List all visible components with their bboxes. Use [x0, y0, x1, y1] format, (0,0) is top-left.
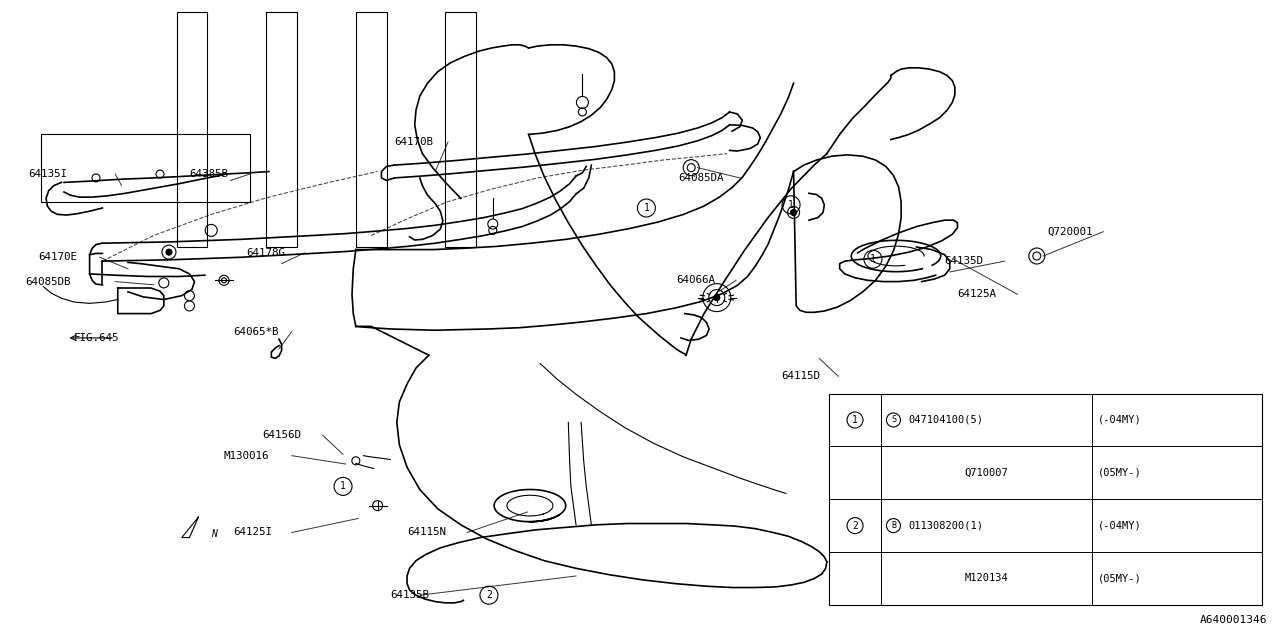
Text: 1: 1 [644, 203, 649, 213]
Circle shape [714, 294, 719, 301]
Text: A640001346: A640001346 [1199, 614, 1267, 625]
Text: 1: 1 [852, 415, 858, 425]
Text: 64135D: 64135D [945, 256, 983, 266]
Text: M130016: M130016 [224, 451, 270, 461]
Text: Q720001: Q720001 [1047, 227, 1093, 237]
Text: 64170B: 64170B [394, 137, 433, 147]
Text: 64085DB: 64085DB [26, 276, 72, 287]
Text: N: N [211, 529, 218, 540]
Bar [356, 12, 387, 247]
Text: 64170E: 64170E [38, 252, 77, 262]
Text: M120134: M120134 [964, 573, 1009, 584]
Text: 011308200(1): 011308200(1) [909, 520, 984, 531]
Text: FIG.645: FIG.645 [74, 333, 120, 343]
Text: 1: 1 [870, 254, 876, 264]
Text: (-04MY): (-04MY) [1098, 520, 1142, 531]
Bar [445, 12, 476, 247]
Text: 64385B: 64385B [189, 169, 228, 179]
Text: 64135I: 64135I [28, 169, 67, 179]
Text: 64178G: 64178G [246, 248, 284, 258]
Text: 047104100(5): 047104100(5) [909, 415, 984, 425]
Text: (-04MY): (-04MY) [1098, 415, 1142, 425]
Text: B: B [891, 521, 896, 530]
Text: 64125I: 64125I [233, 527, 271, 538]
Circle shape [166, 249, 172, 255]
Text: Q710007: Q710007 [964, 468, 1009, 478]
Text: 64065*B: 64065*B [233, 326, 279, 337]
Text: 1: 1 [788, 200, 794, 210]
Bar [177, 12, 207, 247]
Text: 64115N: 64115N [407, 527, 445, 538]
Text: 64135B: 64135B [390, 590, 429, 600]
Text: 64085DA: 64085DA [678, 173, 724, 183]
Text: 2: 2 [486, 590, 492, 600]
Text: 64156D: 64156D [262, 430, 301, 440]
Bar [41, 134, 250, 202]
Text: 1: 1 [340, 481, 346, 492]
Text: S: S [891, 415, 896, 424]
Text: 64125A: 64125A [957, 289, 996, 300]
Bar [266, 12, 297, 247]
Text: 2: 2 [852, 520, 858, 531]
Text: 64066A: 64066A [676, 275, 714, 285]
Text: (05MY-): (05MY-) [1098, 573, 1142, 584]
Circle shape [791, 209, 796, 216]
Text: 64115D: 64115D [781, 371, 819, 381]
Bar [829, 394, 1262, 605]
Text: (05MY-): (05MY-) [1098, 468, 1142, 478]
